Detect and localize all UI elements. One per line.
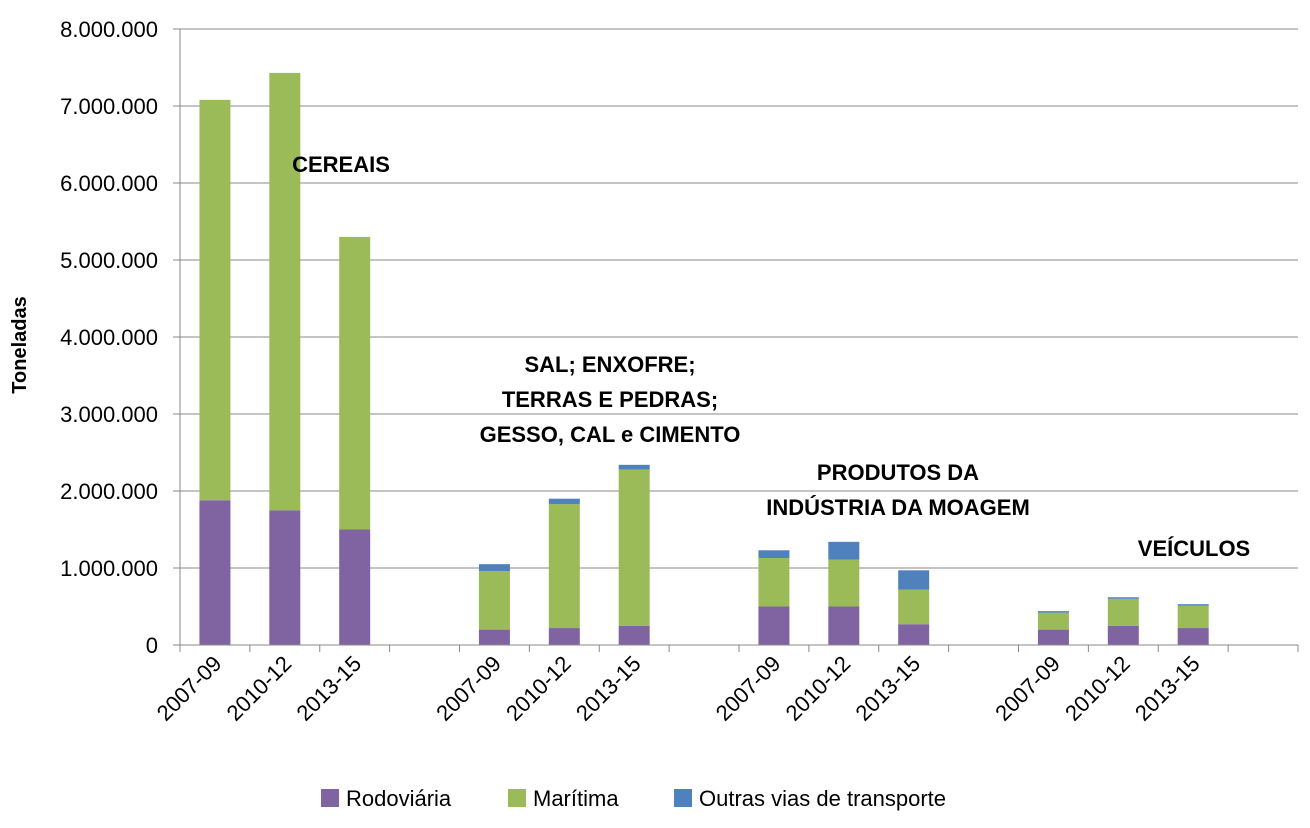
group-label: PRODUTOS DA [817, 460, 979, 485]
group-annotations: CEREAIS SAL; ENXOFRE; TERRAS E PEDRAS; GESS… [292, 152, 1250, 561]
x-tick-label: 2007-09 [152, 651, 227, 726]
bars [199, 72, 1209, 645]
x-tick-label: 2010-12 [781, 651, 856, 726]
group-label: INDÚSTRIA DA MOAGEM [766, 495, 1030, 520]
bar-segment [1177, 628, 1209, 645]
bar-segment [478, 629, 510, 645]
x-tick-label: 2007-09 [431, 651, 506, 726]
bar-segment [1177, 604, 1209, 606]
x-tick-label: 2007-09 [990, 651, 1065, 726]
bar-segment [199, 99, 231, 501]
legend-label: Marítima [533, 786, 619, 811]
legend-label: Rodoviária [346, 786, 452, 811]
axes [173, 28, 1299, 652]
bar-segment [269, 72, 301, 511]
y-tick-label: 7.000.000 [60, 94, 158, 119]
x-tick-label: 2010-12 [501, 651, 576, 726]
bar-segment [758, 606, 790, 645]
y-axis-ticks: 0 1.000.000 2.000.000 3.000.000 4.000.000 5.0… [60, 17, 158, 658]
y-tick-label: 8.000.000 [60, 17, 158, 42]
bar-segment [269, 510, 301, 645]
bar-segment [1037, 611, 1069, 613]
x-tick-label: 2013-15 [850, 651, 925, 726]
y-tick-label: 6.000.000 [60, 171, 158, 196]
bar-segment [339, 236, 371, 530]
y-tick-label: 3.000.000 [60, 402, 158, 427]
y-tick-label: 4.000.000 [60, 325, 158, 350]
legend-swatch [321, 789, 339, 807]
bar-segment [758, 557, 790, 607]
x-tick-label: 2013-15 [571, 651, 646, 726]
bar-segment [1107, 598, 1139, 626]
bar-segment [1107, 597, 1139, 599]
legend-swatch [508, 789, 526, 807]
bar-segment [898, 570, 930, 590]
x-tick-label: 2007-09 [711, 651, 786, 726]
legend-swatch [674, 789, 692, 807]
bar-segment [548, 504, 580, 629]
bar-segment [478, 564, 510, 572]
group-label: VEÍCULOS [1138, 536, 1250, 561]
group-label: CEREAIS [292, 152, 390, 177]
bar-segment [478, 571, 510, 630]
bar-segment [828, 606, 860, 645]
bar-segment [618, 469, 650, 626]
bar-segment [618, 464, 650, 470]
group-label: SAL; ENXOFRE; [524, 352, 695, 377]
bar-segment [1037, 629, 1069, 645]
y-tick-label: 2.000.000 [60, 479, 158, 504]
bar-segment [898, 589, 930, 625]
x-tick-label: 2010-12 [222, 651, 297, 726]
legend-label: Outras vias de transporte [699, 786, 946, 811]
x-tick-label: 2013-15 [291, 651, 366, 726]
legend: Rodoviária Marítima Outras vias de transpo… [321, 786, 946, 811]
bar-segment [618, 625, 650, 645]
group-label: TERRAS E PEDRAS; [502, 387, 718, 412]
bar-segment [1037, 612, 1069, 630]
bar-segment [828, 559, 860, 607]
y-tick-label: 5.000.000 [60, 248, 158, 273]
y-axis-title: Toneladas [9, 296, 31, 393]
x-tick-label: 2010-12 [1060, 651, 1135, 726]
y-tick-label: 1.000.000 [60, 556, 158, 581]
bar-segment [548, 628, 580, 645]
bar-segment [1107, 625, 1139, 645]
bar-segment [898, 624, 930, 645]
bar-segment [1177, 605, 1209, 629]
bar-segment [828, 541, 860, 560]
bar-segment [548, 498, 580, 505]
bar-segment [339, 529, 371, 645]
bar-segment [758, 550, 790, 558]
bar-segment [199, 500, 231, 645]
x-tick-label: 2013-15 [1130, 651, 1205, 726]
y-tick-label: 0 [146, 633, 158, 658]
group-label: GESSO, CAL e CIMENTO [480, 422, 741, 447]
